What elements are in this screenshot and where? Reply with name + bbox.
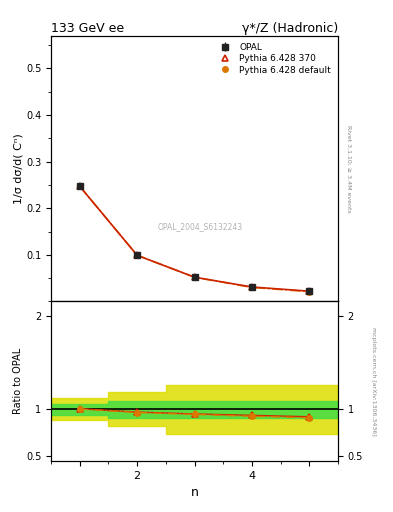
Pythia 6.428 370 [77,183,82,189]
Pythia 6.428 370 [307,288,312,294]
Pythia 6.428 370 [192,274,197,280]
Pythia 6.428 default [307,289,312,295]
Y-axis label: mcplots.cern.ch [arXiv:1306.3436]: mcplots.cern.ch [arXiv:1306.3436] [371,327,376,436]
Pythia 6.428 default [135,252,140,259]
Pythia 6.428 default [192,274,197,280]
X-axis label: n: n [191,486,198,499]
Pythia 6.428 370 [135,252,140,259]
Pythia 6.428 default [77,183,82,189]
Pythia 6.428 370 [250,284,254,290]
Legend: OPAL, Pythia 6.428 370, Pythia 6.428 default: OPAL, Pythia 6.428 370, Pythia 6.428 def… [214,40,334,77]
Text: 133 GeV ee: 133 GeV ee [51,22,124,35]
Pythia 6.428 default [250,284,254,290]
Y-axis label: Rivet 3.1.10; ≥ 3.4M events: Rivet 3.1.10; ≥ 3.4M events [346,125,351,212]
Text: γ*/Z (Hadronic): γ*/Z (Hadronic) [242,22,338,35]
Line: Pythia 6.428 default: Pythia 6.428 default [77,184,312,294]
Y-axis label: Ratio to OPAL: Ratio to OPAL [13,348,23,414]
Text: OPAL_2004_S6132243: OPAL_2004_S6132243 [158,223,243,231]
Y-axis label: 1/σ dσ/d( Cⁿ): 1/σ dσ/d( Cⁿ) [13,133,23,204]
Line: Pythia 6.428 370: Pythia 6.428 370 [76,183,313,295]
